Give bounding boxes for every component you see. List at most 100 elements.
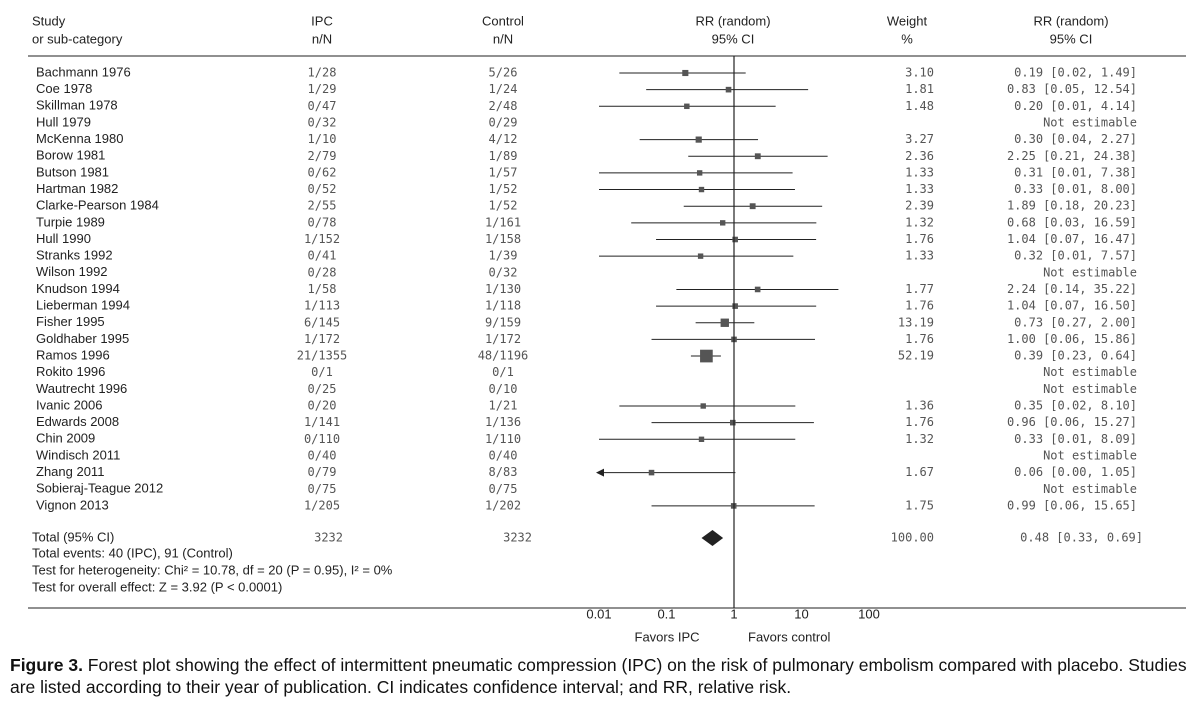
rr-ci-text: 0.33 [0.01, 8.00] xyxy=(1014,182,1137,196)
summary-notes: Total events: 40 (IPC), 91 (Control) Test… xyxy=(28,545,1186,609)
ipc-events: 1/113 xyxy=(304,299,340,313)
study-name: Ivanic 2006 xyxy=(36,397,103,412)
effect-marker xyxy=(648,469,655,476)
study-name: Fisher 1995 xyxy=(36,314,105,329)
summary-note: Total events: 40 (IPC), 91 (Control) xyxy=(32,545,233,560)
rr-ci-text: 0.32 [0.01, 7.57] xyxy=(1014,249,1137,263)
effect-marker xyxy=(720,318,729,327)
summary-note: Test for heterogeneity: Chi² = 10.78, df… xyxy=(32,562,393,577)
study-name: Windisch 2011 xyxy=(36,447,120,462)
rr-ci-text: 0.39 [0.23, 0.64] xyxy=(1014,349,1137,363)
total-ipc: 3232 xyxy=(314,531,343,545)
weight-value: 1.67 xyxy=(905,465,934,479)
ipc-events: 1/205 xyxy=(304,498,340,512)
control-events: 9/159 xyxy=(485,315,521,329)
rr-ci-text: Not estimable xyxy=(1043,265,1137,279)
weight-value: 1.76 xyxy=(905,332,934,346)
weight-value: 1.32 xyxy=(905,432,934,446)
rr-ci-text: 0.73 [0.27, 2.00] xyxy=(1014,315,1137,329)
rr-ci-text: 0.35 [0.02, 8.10] xyxy=(1014,399,1137,413)
effect-marker xyxy=(720,220,726,226)
summary-note: Test for overall effect: Z = 3.92 (P < 0… xyxy=(32,579,282,594)
header-rr-ci-line2: 95% CI xyxy=(1050,31,1093,46)
control-events: 5/26 xyxy=(489,66,518,80)
study-name: Bachmann 1976 xyxy=(36,64,131,79)
control-events: 1/130 xyxy=(485,282,521,296)
control-events: 8/83 xyxy=(489,465,518,479)
control-events: 0/75 xyxy=(489,482,518,496)
caption-label: Figure 3. xyxy=(10,655,83,675)
weight-value: 3.10 xyxy=(905,66,934,80)
ipc-events: 6/145 xyxy=(304,315,340,329)
study-name: Goldhaber 1995 xyxy=(36,331,129,346)
ipc-events: 21/1355 xyxy=(297,349,348,363)
ipc-events: 0/79 xyxy=(308,465,337,479)
rr-ci-text: 0.96 [0.06, 15.27] xyxy=(1007,415,1137,429)
header-study-line1: Study xyxy=(32,13,66,28)
control-events: 1/39 xyxy=(489,249,518,263)
total-row: Total (95% CI) 3232 3232 100.00 0.48 [0.33, … xyxy=(32,529,1143,546)
header-control-line2: n/N xyxy=(493,31,513,46)
header-ipc-line2: n/N xyxy=(312,31,332,46)
control-events: 1/118 xyxy=(485,299,521,313)
study-name: Edwards 2008 xyxy=(36,414,119,429)
ipc-events: 0/28 xyxy=(308,265,337,279)
rr-ci-text: 2.25 [0.21, 24.38] xyxy=(1007,149,1137,163)
rr-ci-text: 0.68 [0.03, 16.59] xyxy=(1007,215,1137,229)
study-name: Skillman 1978 xyxy=(36,98,118,113)
control-events: 0/40 xyxy=(489,448,518,462)
study-name: Hull 1990 xyxy=(36,231,91,246)
figure-caption: Figure 3. Forest plot showing the effect… xyxy=(10,654,1190,698)
x-axis: 0.01 0.1 1 10 100 Favors IPC Favors control xyxy=(586,56,880,644)
control-events: 0/1 xyxy=(492,365,514,379)
ipc-events: 0/25 xyxy=(308,382,337,396)
ipc-events: 2/79 xyxy=(308,149,337,163)
effect-marker xyxy=(684,103,690,110)
effect-marker xyxy=(698,186,705,193)
ipc-events: 1/10 xyxy=(308,132,337,146)
effect-marker xyxy=(700,349,713,363)
weight-value: 1.81 xyxy=(905,82,934,96)
rr-ci-text: Not estimable xyxy=(1043,365,1137,379)
study-rows: Bachmann 1976 1/28 5/26 3.10 0.19 [0.02, 1.4… xyxy=(36,64,1137,512)
total-rr-ci-text: 0.48 [0.33, 0.69] xyxy=(1020,531,1143,545)
study-name: Butson 1981 xyxy=(36,164,109,179)
effect-marker xyxy=(695,136,702,143)
ipc-events: 0/32 xyxy=(308,115,337,129)
weight-value: 2.39 xyxy=(905,199,934,213)
study-name: Sobieraj-Teague 2012 xyxy=(36,481,163,496)
pooled-diamond xyxy=(701,530,724,546)
weight-value: 52.19 xyxy=(898,349,934,363)
control-events: 1/110 xyxy=(485,432,521,446)
study-name: Ramos 1996 xyxy=(36,347,110,362)
weight-value: 1.48 xyxy=(905,99,934,113)
rr-ci-text: 0.33 [0.01, 8.09] xyxy=(1014,432,1137,446)
effect-marker xyxy=(749,203,756,210)
control-events: 1/24 xyxy=(489,82,518,96)
effect-marker xyxy=(732,236,738,243)
effect-marker xyxy=(725,86,732,93)
ipc-events: 0/52 xyxy=(308,182,337,196)
control-events: 1/52 xyxy=(489,199,518,213)
study-name: Chin 2009 xyxy=(36,431,95,446)
total-label: Total (95% CI) xyxy=(32,529,114,544)
header-rr-ci-line1: RR (random) xyxy=(1033,13,1108,28)
ipc-events: 0/47 xyxy=(308,99,337,113)
rr-ci-text: 1.00 [0.06, 15.86] xyxy=(1007,332,1137,346)
study-name: Knudson 1994 xyxy=(36,281,120,296)
control-events: 1/89 xyxy=(489,149,518,163)
header-control-line1: Control xyxy=(482,13,524,28)
effect-marker xyxy=(754,153,761,160)
ipc-events: 1/172 xyxy=(304,332,340,346)
header-weight-line1: Weight xyxy=(887,13,928,28)
control-events: 1/136 xyxy=(485,415,521,429)
forest-plot: Study or sub-category IPC n/N Control n/N RR (… xyxy=(28,13,1186,644)
study-name: Lieberman 1994 xyxy=(36,298,130,313)
x-tick-label: 10 xyxy=(794,606,808,621)
weight-value: 1.33 xyxy=(905,249,934,263)
effect-marker xyxy=(732,303,738,309)
ipc-events: 0/78 xyxy=(308,215,337,229)
header-rr-plot-line1: RR (random) xyxy=(695,13,770,28)
weight-value: 1.36 xyxy=(905,399,934,413)
rr-ci-text: 1.04 [0.07, 16.50] xyxy=(1007,299,1137,313)
